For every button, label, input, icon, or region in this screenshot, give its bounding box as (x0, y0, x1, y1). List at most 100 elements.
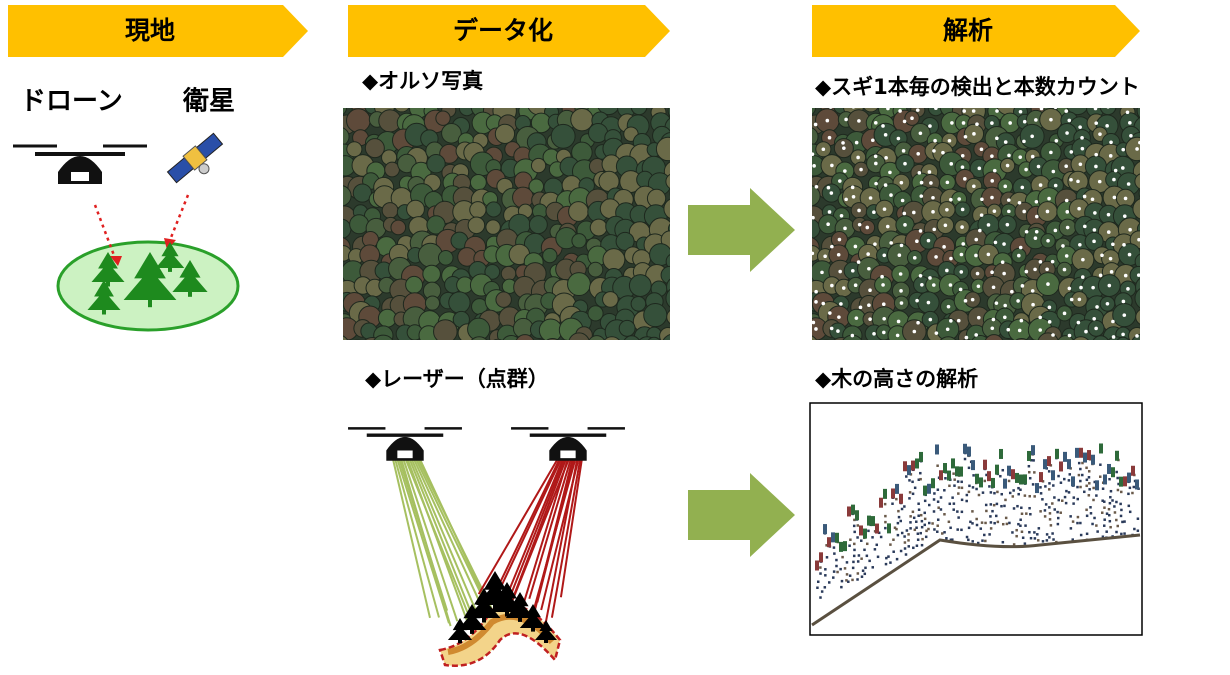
point (867, 529, 870, 533)
point (865, 542, 869, 546)
point (952, 472, 955, 475)
detection-dot (1114, 345, 1118, 349)
point (1136, 529, 1140, 532)
point (839, 567, 842, 571)
detection-dot (826, 185, 831, 190)
crown (669, 190, 670, 197)
point (985, 509, 988, 513)
crown (568, 332, 590, 340)
detection-dot (823, 254, 827, 259)
detection-dot (1064, 343, 1068, 347)
crown (866, 343, 880, 357)
point (1001, 468, 1005, 472)
point (861, 569, 865, 572)
crown (603, 336, 620, 340)
crown-point (815, 560, 819, 571)
detection-dot (1141, 260, 1145, 264)
detection-dot (949, 162, 954, 166)
point (917, 502, 920, 505)
detection-dot (1094, 326, 1098, 331)
detection-dot (992, 168, 997, 173)
detection-dot (919, 180, 924, 185)
detection-dot (825, 349, 829, 353)
trunk (482, 618, 486, 623)
point (915, 520, 918, 523)
point (956, 480, 960, 483)
point (1123, 532, 1126, 535)
point (1060, 499, 1064, 502)
point (1033, 537, 1037, 540)
detection-dot (827, 135, 832, 140)
point (1012, 543, 1016, 546)
point (840, 579, 844, 583)
detection-dot (1050, 259, 1055, 264)
detection-dot (1083, 224, 1087, 229)
point (1020, 506, 1023, 510)
point (885, 556, 888, 560)
crown (1134, 288, 1140, 309)
crown (984, 334, 1004, 340)
point (1103, 518, 1106, 521)
detection-dot (1017, 200, 1022, 205)
detection-dot (1121, 332, 1125, 337)
drone-body (386, 436, 424, 461)
point (1076, 515, 1080, 519)
detection-dot (1002, 242, 1006, 246)
detection-dot (943, 223, 948, 228)
crown (1099, 108, 1117, 116)
detection-dot (949, 319, 953, 323)
detection-dot (857, 208, 861, 213)
crown (424, 295, 441, 311)
point (915, 544, 919, 547)
detection-dot (962, 109, 966, 113)
point (956, 510, 959, 513)
detection-dot (1051, 169, 1056, 174)
flow-arrow (688, 188, 795, 272)
crown-point (983, 459, 987, 470)
detection-dot (931, 283, 936, 287)
point (1113, 505, 1116, 508)
detection-dot (1079, 285, 1083, 290)
point (1079, 533, 1083, 537)
point (911, 492, 915, 496)
point (1109, 489, 1113, 493)
crown-point (1079, 447, 1083, 458)
point (816, 580, 820, 583)
crown (560, 339, 568, 340)
detection-dot (829, 326, 834, 331)
point (860, 575, 864, 578)
detection-dot (1046, 238, 1050, 243)
detection-dot (979, 344, 983, 348)
detection-dot (1112, 177, 1116, 182)
point (933, 492, 936, 495)
point (989, 503, 993, 506)
crown-point (947, 470, 951, 481)
detection-dot (1141, 344, 1145, 348)
satellite-icon (166, 132, 224, 184)
detection-dot (1062, 311, 1067, 316)
point (832, 576, 835, 579)
point (947, 520, 951, 524)
point (1128, 486, 1132, 490)
detection-dot (1128, 227, 1132, 232)
point (1028, 494, 1031, 498)
point (845, 579, 848, 582)
point (1019, 488, 1022, 492)
point (853, 530, 856, 534)
point (989, 491, 993, 494)
point (1103, 524, 1106, 527)
point (1079, 467, 1082, 471)
point (967, 490, 971, 494)
detection-dot (1067, 118, 1072, 123)
ortho-photo (343, 108, 670, 340)
crown-point (979, 477, 983, 488)
detection-dot (814, 327, 818, 331)
point (1043, 509, 1047, 512)
detection-dot (1003, 140, 1008, 144)
detection-dot (990, 121, 994, 125)
detection-dot (916, 348, 920, 352)
arrow (168, 194, 190, 241)
point (1041, 480, 1045, 483)
detection-dot (975, 271, 980, 276)
point (920, 543, 924, 547)
